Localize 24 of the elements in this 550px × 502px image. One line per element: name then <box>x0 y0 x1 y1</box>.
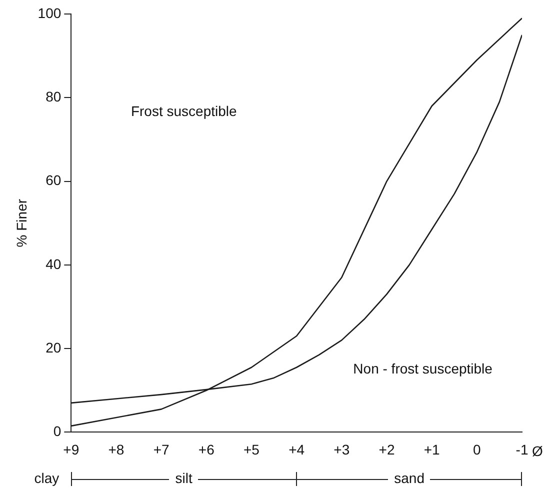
annotation: Frost susceptible <box>130 103 237 120</box>
y-tick-label: 80 <box>46 88 62 104</box>
y-axis-title: % Finer <box>13 198 30 248</box>
x-tick-label: +7 <box>153 441 170 458</box>
x-tick-label: +1 <box>424 441 440 458</box>
x-tick-label: +6 <box>198 441 215 458</box>
y-tick-label: 60 <box>46 172 62 188</box>
x-tick-label: +3 <box>334 441 350 458</box>
x-tick-label: +4 <box>288 441 305 458</box>
text: clay <box>34 470 60 486</box>
text: sand <box>394 470 424 486</box>
x-tick-label: +8 <box>108 441 124 458</box>
y-tick-label: 20 <box>46 339 62 356</box>
text: silt <box>175 470 193 486</box>
y-tick-label: 100 <box>38 4 62 21</box>
y-tick-label: 40 <box>46 256 62 272</box>
y-tick-label: 0 <box>53 423 62 440</box>
x-tick-label: +5 <box>244 441 260 458</box>
annotation: Non - frost susceptible <box>353 360 493 376</box>
x-axis-title: Ø <box>532 443 543 460</box>
x-tick-label: +9 <box>63 441 80 458</box>
x-tick-label: +2 <box>378 441 395 458</box>
x-tick-label: 0 <box>473 441 482 458</box>
x-tick-label: -1 <box>516 441 528 458</box>
